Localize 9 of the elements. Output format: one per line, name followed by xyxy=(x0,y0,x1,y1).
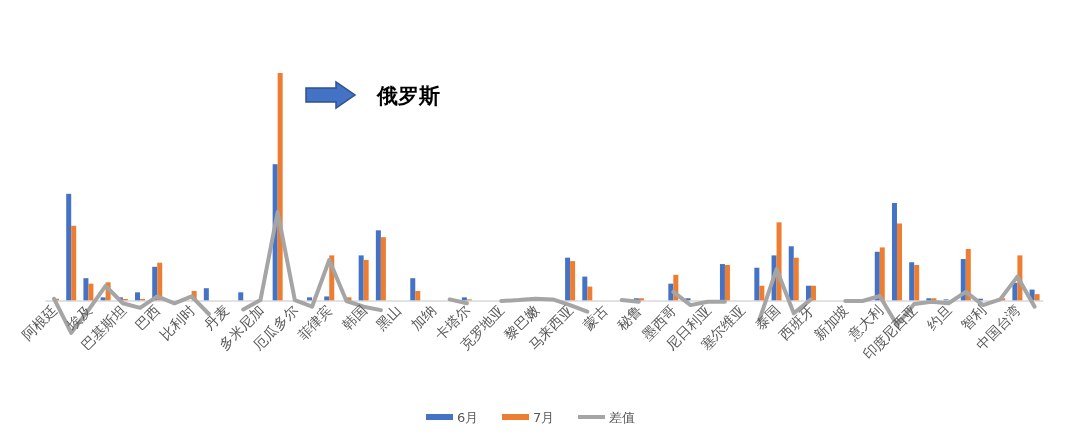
x-tick-label: 黑山 xyxy=(373,301,405,333)
legend-label: 7月 xyxy=(533,410,555,425)
annotation: 俄罗斯 xyxy=(376,84,440,108)
x-tick-label: 约旦 xyxy=(923,301,955,333)
x-tick-label: 阿根廷 xyxy=(19,301,61,343)
x-tick-label: 韩国 xyxy=(338,301,370,333)
legend-label: 差值 xyxy=(609,410,635,425)
x-tick-label: 蒙古 xyxy=(579,301,611,333)
legend-label: 6月 xyxy=(457,410,479,425)
